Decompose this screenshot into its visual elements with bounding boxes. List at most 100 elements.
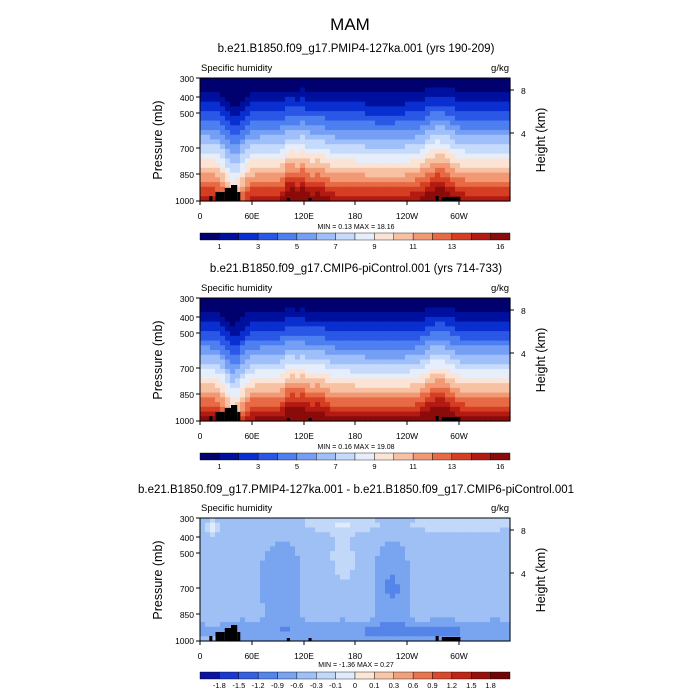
contour-cell bbox=[360, 191, 366, 197]
contour-cell bbox=[460, 527, 466, 533]
contour-cell bbox=[285, 78, 291, 84]
contour-cell bbox=[355, 593, 361, 600]
contour-cell bbox=[405, 364, 411, 370]
contour-cell bbox=[470, 402, 476, 408]
contour-cell bbox=[415, 144, 421, 150]
contour-cell bbox=[425, 555, 431, 562]
contour-cell bbox=[380, 153, 386, 160]
contour-cell bbox=[410, 120, 416, 126]
contour-cell bbox=[365, 518, 371, 524]
contour-cell bbox=[335, 373, 341, 380]
contour-cell bbox=[295, 402, 301, 408]
contour-cell bbox=[425, 177, 431, 183]
contour-cell bbox=[410, 397, 416, 403]
contour-cell bbox=[480, 387, 486, 394]
contour-cell bbox=[240, 532, 246, 538]
contour-cell bbox=[385, 397, 391, 403]
contour-cell bbox=[235, 518, 241, 524]
contour-cell bbox=[485, 130, 491, 136]
contour-cell bbox=[425, 321, 431, 327]
contour-cell bbox=[380, 130, 386, 136]
contour-cell bbox=[455, 186, 461, 193]
contour-cell bbox=[230, 172, 236, 178]
contour-cell bbox=[440, 182, 446, 188]
colorbar-box bbox=[238, 452, 259, 461]
contour-cell bbox=[475, 536, 481, 543]
contour-cell bbox=[390, 115, 396, 122]
contour-cell bbox=[435, 402, 441, 408]
contour-cell bbox=[470, 345, 476, 351]
contour-cell bbox=[285, 574, 291, 581]
contour-cell bbox=[350, 378, 356, 384]
contour-cell bbox=[460, 551, 466, 557]
contour-cell bbox=[405, 321, 411, 327]
contour-cell bbox=[260, 139, 266, 145]
contour-cell bbox=[275, 345, 281, 351]
contour-cell bbox=[430, 172, 436, 178]
contour-cell bbox=[420, 106, 426, 112]
contour-cell bbox=[295, 321, 301, 327]
contour-cell bbox=[235, 345, 241, 351]
contour-cell bbox=[410, 522, 416, 529]
contour-cell bbox=[490, 153, 496, 160]
contour-cell bbox=[275, 153, 281, 160]
contour-cell bbox=[470, 331, 476, 337]
contour-cell bbox=[345, 130, 351, 136]
contour-cell bbox=[275, 622, 281, 628]
contour-cell bbox=[255, 153, 261, 160]
contour-cell bbox=[420, 387, 426, 394]
contour-cell bbox=[320, 326, 326, 332]
contour-cell bbox=[200, 617, 206, 623]
contour-cell bbox=[495, 139, 501, 145]
contour-cell bbox=[465, 298, 471, 304]
contour-cell bbox=[395, 182, 401, 188]
contour-cell bbox=[305, 326, 311, 332]
contour-cell bbox=[360, 106, 366, 112]
contour-cell bbox=[305, 125, 311, 131]
contour-cell bbox=[250, 196, 256, 202]
contour-cell bbox=[445, 551, 451, 557]
contour-cell bbox=[430, 321, 436, 327]
contour-cell bbox=[210, 603, 216, 609]
contour-cell bbox=[505, 87, 511, 93]
contour-cell bbox=[335, 397, 341, 403]
colorbar-box bbox=[335, 452, 356, 461]
colorbar-box bbox=[277, 452, 298, 461]
contour-cell bbox=[485, 378, 491, 384]
contour-cell bbox=[500, 406, 506, 413]
contour-cell bbox=[500, 527, 506, 533]
contour-cell bbox=[260, 148, 266, 155]
contour-cell bbox=[255, 560, 261, 566]
contour-cell bbox=[305, 402, 311, 408]
colorbar-box bbox=[432, 232, 453, 241]
contour-cell bbox=[210, 622, 216, 628]
contour-cell bbox=[325, 574, 331, 581]
contour-cell bbox=[340, 134, 346, 141]
contour-cell bbox=[320, 158, 326, 164]
contour-cell bbox=[390, 416, 396, 422]
contour-cell bbox=[425, 298, 431, 304]
contour-cell bbox=[465, 191, 471, 197]
contour-cell bbox=[265, 522, 271, 529]
contour-cell bbox=[315, 92, 321, 98]
contour-cell bbox=[275, 636, 281, 642]
contour-cell bbox=[220, 598, 226, 604]
contour-cell bbox=[475, 518, 481, 524]
contour-cell bbox=[435, 153, 441, 160]
contour-cell bbox=[470, 546, 476, 552]
contour-cell bbox=[310, 612, 316, 618]
contour-cell bbox=[300, 593, 306, 600]
contour-cell bbox=[480, 106, 486, 112]
contour-cell bbox=[310, 622, 316, 628]
contour-cell bbox=[385, 326, 391, 332]
contour-cell bbox=[285, 626, 291, 633]
contour-cell bbox=[440, 364, 446, 370]
contour-cell bbox=[380, 312, 386, 318]
contour-cell bbox=[370, 340, 376, 346]
contour-cell bbox=[285, 125, 291, 131]
contour-cell bbox=[455, 321, 461, 327]
contour-cell bbox=[265, 130, 271, 136]
contour-cell bbox=[490, 298, 496, 304]
contour-cell bbox=[420, 574, 426, 581]
contour-cell bbox=[340, 172, 346, 178]
